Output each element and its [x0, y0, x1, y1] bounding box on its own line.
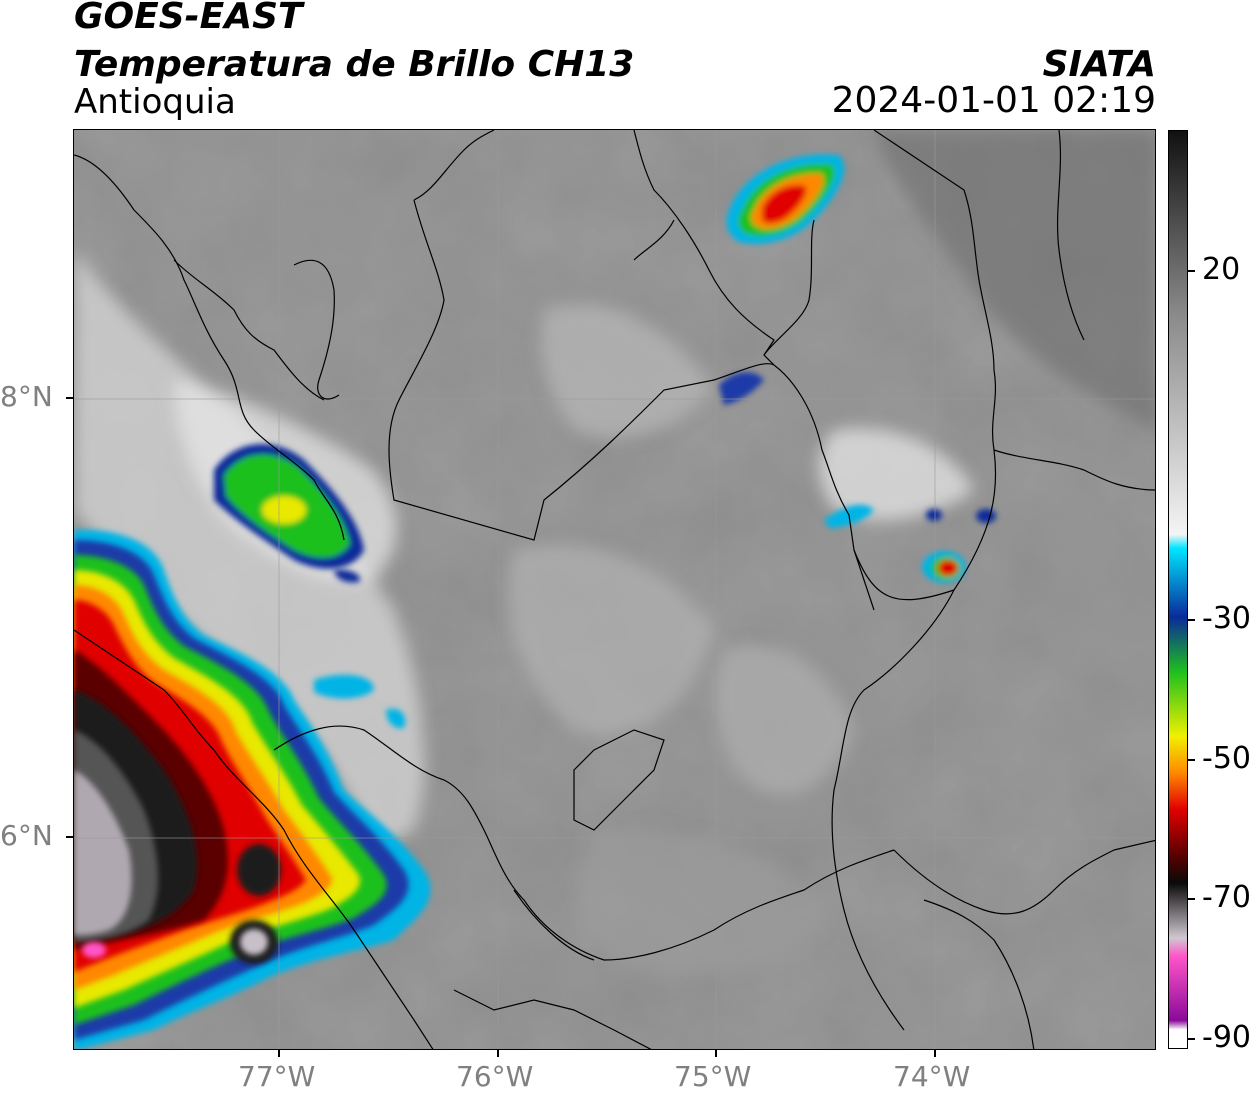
lon-label-75: 75°W — [674, 1060, 752, 1093]
title-product: Temperatura de Brillo CH13 — [74, 44, 635, 85]
colorbar-label-neg50: -50 — [1202, 741, 1251, 776]
colorbar-tick-neg30 — [1188, 619, 1195, 621]
title-satellite: GOES-EAST — [74, 0, 303, 37]
lat-label-8: 8°N — [0, 380, 53, 413]
lon-tick-74 — [934, 1050, 936, 1057]
map-canvas — [74, 130, 1155, 1049]
colorbar-label-neg90: -90 — [1202, 1020, 1251, 1055]
colorbar-label-neg30: -30 — [1202, 601, 1251, 636]
colorbar-tick-20 — [1188, 270, 1195, 272]
cloud-cover — [74, 130, 1155, 1049]
lon-tick-76 — [497, 1050, 499, 1057]
boundaries — [74, 130, 1155, 1049]
storm-east — [314, 372, 996, 729]
colorbar-tick-neg70 — [1188, 898, 1195, 900]
colorbar-label-neg70: -70 — [1202, 880, 1251, 915]
colorbar-label-20: 20 — [1202, 252, 1241, 287]
storm-northwest — [214, 443, 364, 569]
lon-label-77: 77°W — [238, 1060, 316, 1093]
organization-label: SIATA — [1042, 44, 1156, 85]
storm-north — [726, 154, 845, 244]
lon-tick-75 — [715, 1050, 717, 1057]
colorbar — [1168, 130, 1188, 1049]
lat-label-6: 6°N — [0, 819, 53, 852]
lat-tick-6 — [66, 836, 73, 838]
storm-west — [74, 529, 431, 1049]
lat-tick-8 — [66, 397, 73, 399]
lon-label-76: 76°W — [456, 1060, 534, 1093]
satellite-map — [73, 129, 1156, 1050]
colorbar-tick-neg50 — [1188, 759, 1195, 761]
lon-tick-77 — [278, 1050, 280, 1057]
region-label: Antioquia — [74, 82, 236, 122]
timestamp-label: 2024-01-01 02:19 — [831, 80, 1156, 121]
lon-label-74: 74°W — [893, 1060, 971, 1093]
colorbar-tick-neg90 — [1188, 1038, 1195, 1040]
